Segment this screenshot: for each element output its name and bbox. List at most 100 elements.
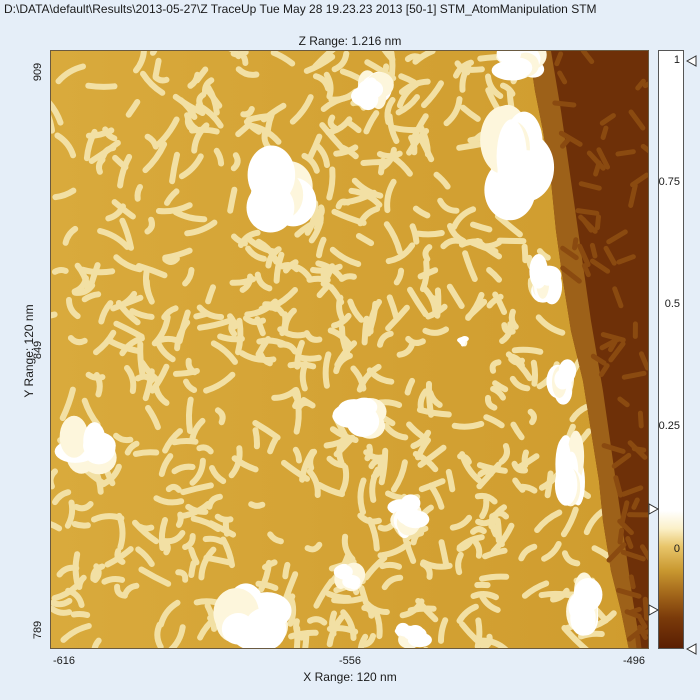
molecular-stripe <box>178 500 212 519</box>
molecular-stripe <box>454 60 471 76</box>
molecular-stripe <box>465 291 485 321</box>
lower-terrace-stripe <box>572 237 579 251</box>
molecular-stripe <box>162 428 183 454</box>
molecular-stripe <box>475 518 493 527</box>
molecular-stripe <box>248 501 266 509</box>
molecular-stripe <box>350 365 367 392</box>
molecular-stripe <box>210 340 238 365</box>
molecular-stripe <box>336 294 346 323</box>
molecular-stripe <box>51 597 73 608</box>
molecular-stripe <box>456 534 485 551</box>
molecular-stripe <box>566 423 576 440</box>
molecular-stripe <box>414 230 445 238</box>
lower-terrace-stripe <box>638 351 648 371</box>
molecular-stripe <box>379 561 402 570</box>
molecular-stripe <box>277 341 298 355</box>
molecular-stripe <box>488 504 507 530</box>
bright-islands <box>54 51 603 648</box>
molecular-stripe <box>451 420 485 430</box>
molecular-stripe <box>157 335 180 344</box>
bright-island-blob <box>573 578 603 612</box>
molecular-stripe <box>71 521 91 529</box>
molecular-stripe <box>111 199 136 220</box>
colorbar-max-handle-icon[interactable] <box>686 55 698 67</box>
molecular-stripe <box>521 243 529 264</box>
z-range-label: Z Range: 1.216 nm <box>298 34 402 48</box>
molecular-stripe <box>51 521 63 532</box>
molecular-stripe <box>217 333 245 343</box>
colorbar-upper-marker-icon[interactable] <box>648 503 660 515</box>
stm-image-canvas <box>51 51 648 648</box>
molecular-stripe <box>113 432 134 444</box>
molecular-stripe <box>490 522 515 555</box>
molecular-stripe <box>512 477 526 493</box>
molecular-stripe <box>97 228 131 250</box>
molecular-stripe <box>92 563 102 583</box>
x-range-label: X Range: 120 nm <box>303 670 397 684</box>
molecular-stripe <box>195 102 224 129</box>
molecular-stripe <box>329 246 362 267</box>
molecular-stripe <box>498 443 510 465</box>
lower-terrace-stripe <box>603 245 617 266</box>
lower-terrace-stripe <box>641 629 648 635</box>
molecular-stripe <box>289 94 314 125</box>
lower-terrace-stripe <box>611 452 632 469</box>
molecular-stripe <box>456 603 479 624</box>
lower-terrace-stripe <box>580 216 594 233</box>
lower-terrace-stripe <box>577 243 591 268</box>
molecular-stripe <box>51 100 64 126</box>
molecular-stripe <box>390 459 408 493</box>
molecular-stripe <box>110 294 144 312</box>
bright-island-blob <box>458 337 466 345</box>
molecular-stripe <box>254 316 266 337</box>
lower-terrace-stripe <box>616 587 642 599</box>
molecular-stripe <box>85 127 115 139</box>
lower-terrace-stripe <box>601 443 626 454</box>
colorbar-min-handle-icon[interactable] <box>686 643 698 655</box>
molecular-stripe <box>422 326 449 336</box>
colorbar-lower-marker-icon[interactable] <box>648 604 660 616</box>
stm-topography-image[interactable] <box>50 50 649 649</box>
molecular-stripe <box>51 311 58 319</box>
molecular-stripe <box>313 578 335 609</box>
molecular-stripe <box>189 417 206 443</box>
lower-terrace-stripe <box>635 634 642 648</box>
molecular-stripe <box>66 296 81 320</box>
molecular-stripe <box>273 251 285 284</box>
molecular-stripe <box>81 291 102 303</box>
molecular-stripe <box>492 380 509 393</box>
molecular-stripe <box>460 104 481 122</box>
molecular-stripe <box>182 267 195 287</box>
molecular-stripe <box>357 477 367 516</box>
molecular-stripe <box>479 497 490 520</box>
molecular-stripe <box>407 286 429 318</box>
bright-island-blob <box>333 564 353 579</box>
molecular-stripe <box>310 263 343 274</box>
molecular-stripe <box>410 429 432 449</box>
molecular-stripe <box>329 426 359 443</box>
colorbar-tick-0: 0 <box>673 543 680 555</box>
lower-terrace-stripe <box>600 125 609 140</box>
lower-terrace-stripe <box>594 214 601 231</box>
molecular-stripe <box>133 51 147 74</box>
molecular-stripe <box>412 205 431 219</box>
molecular-stripe <box>140 70 166 96</box>
title-line: D:\DATA\default\Results\2013-05-27\Z Tra… <box>4 2 597 16</box>
molecular-stripe <box>125 99 141 118</box>
molecular-stripe <box>578 630 605 640</box>
lower-terrace-stripe <box>560 245 579 261</box>
molecular-stripe <box>410 113 429 142</box>
molecular-stripe <box>508 308 519 330</box>
molecular-stripe <box>466 66 485 73</box>
molecular-stripe <box>486 267 502 283</box>
molecular-stripe <box>197 317 234 331</box>
molecular-stripe <box>149 51 158 56</box>
molecular-stripe <box>296 399 313 410</box>
molecular-stripe <box>408 134 418 156</box>
bright-island-blob <box>247 145 296 205</box>
molecular-stripe <box>267 434 280 455</box>
molecular-stripe <box>213 147 225 167</box>
molecular-stripe <box>95 156 106 175</box>
molecular-stripe <box>122 582 140 597</box>
colorbar-tick-05: 0.5 <box>664 298 680 310</box>
